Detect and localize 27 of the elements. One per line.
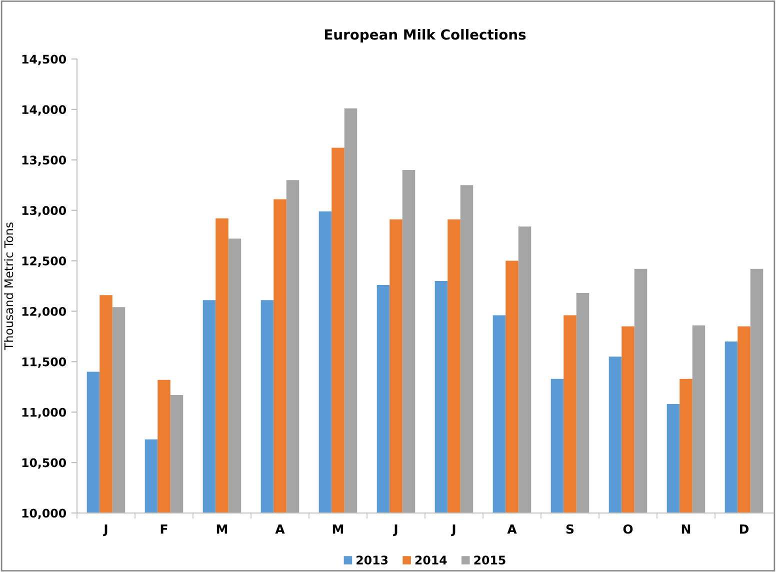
y-tick-label: 12,500 xyxy=(22,256,66,267)
y-tick-label: 10,500 xyxy=(22,458,66,469)
y-tick-label: 13,500 xyxy=(22,156,66,166)
y-axis-title: Thousand Metric Tons xyxy=(4,222,14,350)
x-tick-label: F xyxy=(160,524,168,534)
x-tick-label: A xyxy=(507,524,517,534)
y-tick-label: 10,000 xyxy=(22,508,66,520)
x-tick-label: S xyxy=(566,524,574,534)
x-tick-label: J xyxy=(450,524,456,536)
y-tick-label: 13,000 xyxy=(22,206,66,216)
y-tick-label: 12,000 xyxy=(22,306,66,318)
x-tick-label: D xyxy=(740,524,749,534)
y-tick-label: 14,500 xyxy=(22,54,66,66)
x-tick-label: N xyxy=(682,524,690,534)
legend-label: 2015 xyxy=(474,556,506,565)
y-tick-label: 14,000 xyxy=(22,105,66,116)
x-tick-label: O xyxy=(623,524,633,534)
y-tick-label: 11,000 xyxy=(22,408,66,418)
y-tick-label: 11,500 xyxy=(22,357,66,368)
legend-label: 2014 xyxy=(415,556,447,565)
x-tick-label: J xyxy=(392,524,398,536)
x-tick-label: J xyxy=(102,524,108,536)
chart-title: European Milk Collections xyxy=(324,29,526,42)
x-tick-label: M xyxy=(216,524,228,534)
x-tick-label: M xyxy=(332,524,344,534)
x-tick-label: A xyxy=(275,524,285,534)
legend-label: 2013 xyxy=(356,556,388,565)
